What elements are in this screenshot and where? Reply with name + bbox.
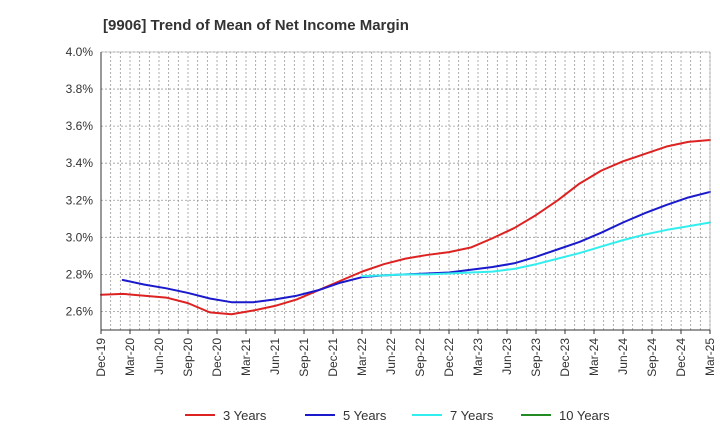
x-tick-label: Mar-22 (355, 338, 369, 376)
legend: 3 Years 5 Years 7 Years 10 Years (185, 408, 610, 423)
x-tick-label: Jun-21 (268, 338, 282, 375)
x-tick-label: Mar-20 (123, 338, 137, 376)
plot-area (101, 52, 710, 330)
x-axis: Dec-19 Mar-20 Jun-20 Sep-20 Dec-20 Mar-21 Jun-… (94, 329, 717, 377)
y-axis: 2.6% 2.8% 3.0% 3.2% 3.4% 3.6% 3.8% 4.0% (66, 45, 711, 330)
y-tick-label: 2.8% (66, 267, 94, 281)
x-tick-label: Jun-24 (616, 338, 630, 375)
x-tick-label: Dec-24 (674, 338, 688, 377)
x-tick-label: Dec-23 (558, 338, 572, 377)
y-tick-label: 3.2% (66, 193, 94, 207)
y-tick-label: 4.0% (66, 45, 94, 59)
x-tick-label: Dec-21 (326, 338, 340, 377)
x-tick-label: Sep-20 (181, 338, 195, 377)
legend-label-3-years: 3 Years (223, 408, 267, 423)
x-tick-label: Mar-23 (471, 338, 485, 376)
x-tick-label: Jun-22 (384, 338, 398, 375)
x-tick-label: Jun-20 (152, 338, 166, 375)
chart-title: [9906] Trend of Mean of Net Income Margi… (103, 17, 409, 34)
y-tick-label: 3.8% (66, 82, 94, 96)
x-tick-label: Dec-19 (94, 338, 108, 377)
series-layer (100, 139, 711, 316)
x-tick-label: Sep-22 (413, 338, 427, 377)
x-tick-label: Dec-22 (442, 338, 456, 377)
series-line-3-years (100, 139, 711, 316)
series-line-7-years (361, 221, 711, 278)
legend-label-7-years: 7 Years (450, 408, 494, 423)
y-tick-label: 2.6% (66, 304, 94, 318)
x-tick-label: Mar-21 (239, 338, 253, 376)
y-tick-label: 3.4% (66, 156, 94, 170)
legend-label-5-years: 5 Years (343, 408, 387, 423)
y-tick-label: 3.6% (66, 119, 94, 133)
x-tick-label: Sep-23 (529, 338, 543, 377)
x-tick-label: Mar-24 (587, 338, 601, 376)
x-tick-label: Sep-24 (645, 338, 659, 377)
x-tick-label: Mar-25 (703, 338, 717, 376)
x-tick-label: Sep-21 (297, 338, 311, 377)
plot-background (101, 52, 710, 330)
x-tick-label: Jun-23 (500, 338, 514, 375)
legend-label-10-years: 10 Years (559, 408, 610, 423)
y-tick-label: 3.0% (66, 230, 94, 244)
x-tick-label: Dec-20 (210, 338, 224, 377)
